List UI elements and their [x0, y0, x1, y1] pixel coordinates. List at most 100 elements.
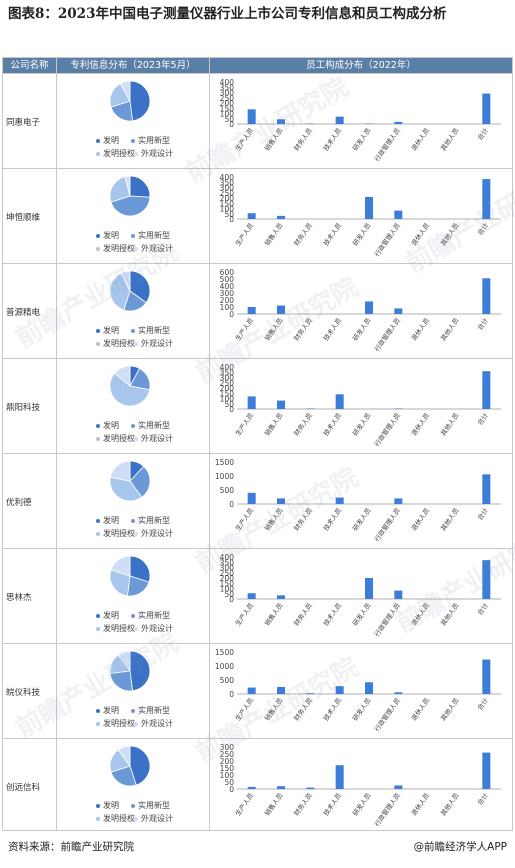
table-row: 同惠电子 发明 实用新型 发明授权 外观设计 0 50 100 150 200 250 300 350 4…	[3, 73, 512, 168]
legend-item-utility: 实用新型	[131, 325, 170, 336]
y-tick-label: 200	[220, 384, 235, 393]
x-tick-label: 合计	[475, 316, 490, 332]
legend-swatch	[131, 708, 135, 713]
x-tick-label: 销售人员	[262, 316, 285, 343]
pie-slice-发明授权	[109, 372, 151, 407]
y-tick-label: 100	[220, 205, 235, 214]
legend-label: 外观设计	[141, 434, 173, 443]
pie-slice-外观设计	[117, 745, 131, 768]
legend-swatch	[96, 233, 100, 238]
y-tick-label: 0	[229, 405, 234, 414]
y-tick-label: 400	[220, 282, 235, 291]
x-tick-label: 行政管理人员	[372, 221, 402, 259]
patent-pie-chart	[109, 365, 151, 407]
bar-生产人员	[247, 492, 256, 504]
legend-item-grant: 发明授权	[96, 148, 135, 159]
legend-item-design: 外观设计	[134, 623, 173, 634]
x-tick-label: 财务人员	[292, 221, 315, 248]
y-tick-label: 50	[224, 590, 234, 599]
legend-item-utility: 实用新型	[131, 230, 170, 241]
pie-slice-外观设计	[120, 270, 131, 292]
source-note: 资料来源：前瞻产业研究院	[8, 841, 134, 853]
y-tick-label: 0	[229, 500, 234, 509]
x-tick-label: 生产人员	[233, 791, 256, 818]
legend-item-utility: 实用新型	[131, 515, 170, 526]
pie-slice-发明	[129, 555, 151, 583]
legend-label: 发明授权	[103, 814, 135, 823]
bar-行政管理人员	[394, 590, 403, 599]
legend-label: 外观设计	[141, 339, 173, 348]
x-tick-label: 行政管理人员	[372, 601, 402, 639]
y-tick-label: 100	[220, 585, 235, 594]
x-tick-label: 生产人员	[233, 126, 256, 153]
y-tick-label: 250	[220, 750, 235, 759]
legend-label: 发明	[103, 326, 119, 335]
company-name: 创远信科	[6, 782, 41, 793]
bar-合计	[482, 474, 491, 504]
staff-bar-chart: 0 500 1000 1500 生产人员 销售人员 财务人员 技术人员 研发人员 行政管理人员 退休…	[215, 648, 501, 733]
legend-item-design: 外观设计	[134, 433, 173, 444]
x-tick-label: 生产人员	[233, 411, 256, 438]
legend-label: 实用新型	[138, 706, 170, 715]
bar-销售人员	[277, 215, 285, 219]
staff-bar-chart: 0100200300400500600 生产人员 销售人员 财务人员 技术人员 研发人员行…	[220, 268, 501, 354]
x-tick-label: 合计	[475, 601, 490, 617]
legend-swatch	[96, 138, 100, 143]
patent-pie-chart	[109, 270, 151, 312]
x-tick-label: 研发人员	[350, 126, 373, 153]
bar-技术人员	[335, 765, 344, 789]
bar-销售人员	[277, 400, 285, 409]
bar-研发人员	[365, 578, 373, 599]
legend-swatch	[96, 803, 100, 808]
legend-item-design: 外观设计	[134, 813, 173, 824]
legend-item-invention: 发明	[96, 800, 119, 811]
bar-财务人员	[306, 787, 315, 789]
x-tick-label: 销售人员	[262, 411, 285, 438]
pie-slice-发明授权	[109, 176, 131, 203]
pie-slice-外观设计	[114, 365, 131, 387]
pie-slice-外观设计	[117, 650, 131, 673]
legend-label: 发明授权	[103, 624, 135, 633]
legend-item-design: 外观设计	[134, 243, 173, 254]
legend-label: 实用新型	[138, 801, 170, 810]
y-tick-label: 150	[220, 579, 235, 588]
y-tick-label: 300	[220, 564, 235, 573]
legend-swatch	[131, 613, 135, 618]
legend-label: 发明授权	[103, 339, 135, 348]
bar-行政管理人员	[394, 308, 403, 314]
y-tick-label: 0	[229, 595, 234, 604]
pie-slice-发明授权	[109, 476, 143, 502]
bar-生产人员	[247, 213, 256, 219]
x-tick-label: 行政管理人员	[372, 791, 402, 829]
header-staff: 员工构成分布（2022年）	[210, 58, 512, 73]
bar-销售人员	[277, 305, 285, 314]
y-tick-label: 250	[220, 379, 235, 388]
legend-item-invention: 发明	[96, 610, 119, 621]
legend-label: 发明	[103, 801, 119, 810]
x-tick-label: 技术人员	[321, 221, 344, 248]
x-tick-label: 财务人员	[292, 791, 315, 818]
x-tick-label: 销售人员	[262, 221, 285, 248]
pie-slice-发明授权	[109, 272, 131, 311]
x-tick-label: 合计	[475, 411, 490, 427]
x-tick-label: 技术人员	[321, 411, 344, 438]
x-tick-label: 其他人员	[438, 316, 461, 343]
legend-item-design: 外观设计	[134, 148, 173, 159]
x-tick-label: 其他人员	[438, 221, 461, 248]
legend-label: 发明	[103, 231, 119, 240]
legend-item-utility: 实用新型	[131, 420, 170, 431]
legend-swatch	[134, 436, 138, 441]
data-table: 公司名称 专利信息分布（2023年5月） 员工构成分布（2022年） 同惠电子发…	[2, 57, 513, 831]
x-tick-label: 行政管理人员	[372, 316, 402, 354]
x-tick-label: 其他人员	[438, 506, 461, 533]
bar-生产人员	[247, 396, 256, 409]
legend-label: 外观设计	[141, 624, 173, 633]
x-tick-label: 研发人员	[350, 316, 373, 343]
x-tick-label: 退休人员	[409, 221, 432, 248]
patent-pie-chart	[109, 80, 151, 122]
staff-bar-chart: 0 500 1000 1500 生产人员 销售人员 财务人员 技术人员 研发人员 行政管理人员 退休…	[215, 458, 501, 543]
x-tick-label: 行政管理人员	[372, 126, 402, 164]
y-tick-label: 150	[220, 104, 235, 113]
